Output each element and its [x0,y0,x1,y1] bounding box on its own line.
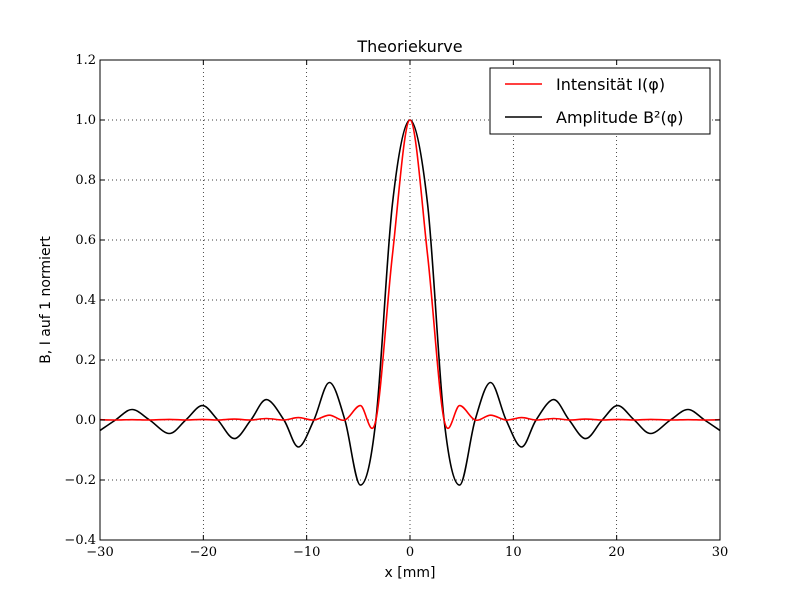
legend: Intensität I(φ) Amplitude B²(φ) [489,67,711,135]
y-tick-label: 1.2 [75,53,96,68]
legend-box [489,67,711,135]
y-tick-label: 1.0 [75,113,96,128]
y-tick-label: 0.0 [75,413,96,428]
y-tick-label: −0.2 [64,473,96,488]
y-tick-label: 0.8 [75,173,96,188]
x-tick-label: 20 [608,545,625,560]
legend-label-intensity: Intensität I(φ) [556,75,665,94]
x-tick-label: 10 [505,545,522,560]
x-tick-label: −30 [86,545,113,560]
x-tick-label: −20 [190,545,217,560]
y-tick-label: 0.2 [75,353,96,368]
y-axis-label: B, I auf 1 normiert [38,236,54,364]
x-tick-label: −10 [293,545,320,560]
series-group [100,119,720,486]
chart-title: Theoriekurve [356,37,462,56]
ticks [99,59,721,541]
x-axis-label: x [mm] [385,565,436,581]
series-line-intensity [100,119,720,430]
tick-labels: −30 −20 −10 0 10 20 30 −0.4 −0.2 0.0 0.2 0.4 0.6 0.8 1… [64,53,728,560]
y-tick-label: 0.4 [75,293,96,308]
legend-label-amplitude: Amplitude B²(φ) [556,108,684,127]
y-tick-label: 0.6 [75,233,96,248]
x-tick-label: 0 [406,545,414,560]
x-tick-label: 30 [712,545,729,560]
y-tick-label: −0.4 [64,533,96,548]
